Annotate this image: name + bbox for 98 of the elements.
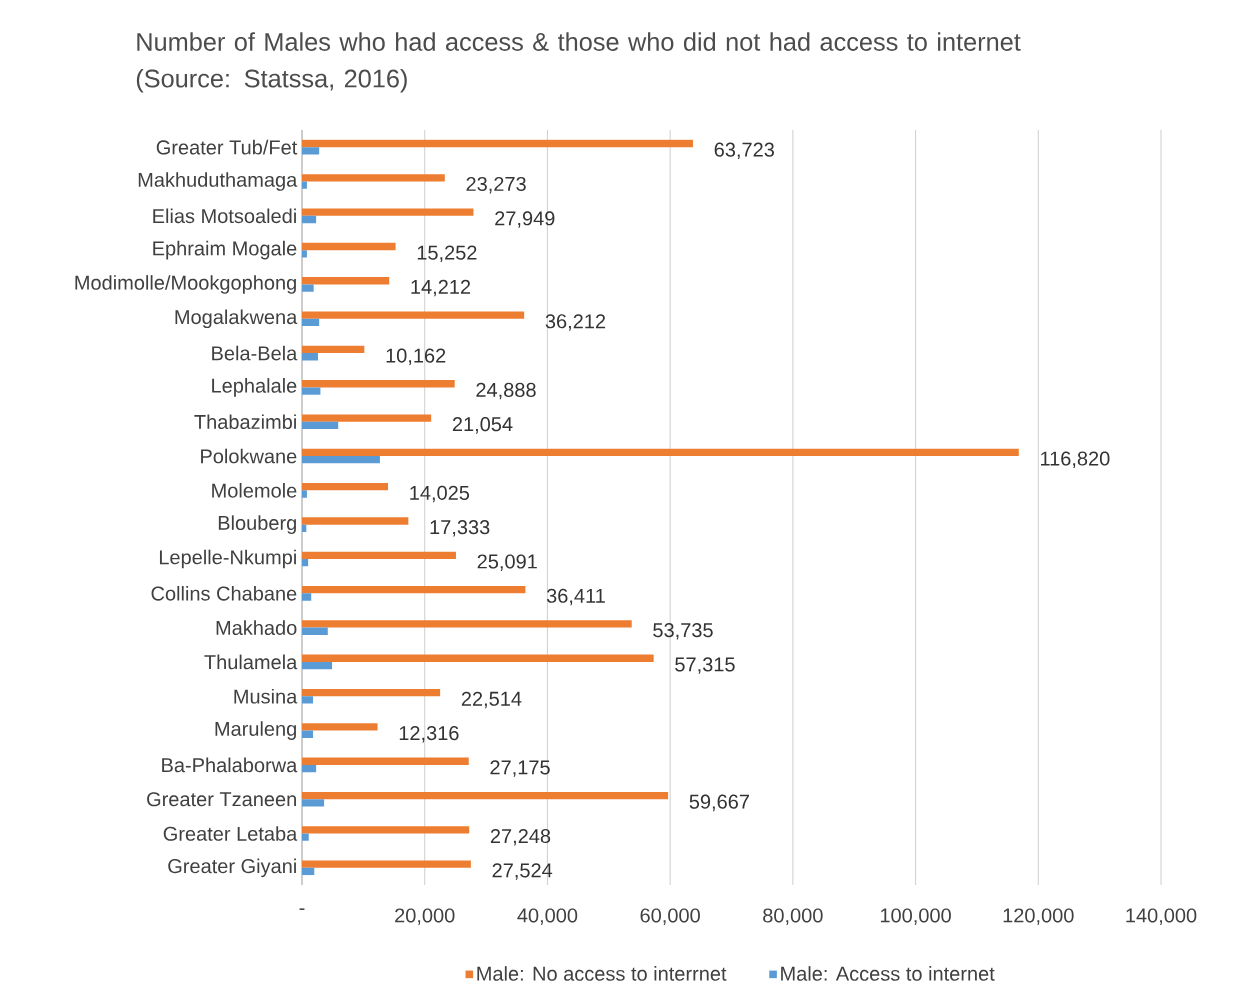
bar [302, 696, 314, 704]
data-label: 116,820 [1041, 451, 1110, 468]
legend-label: Male: No access to interrnet [477, 966, 727, 981]
y-tick-label: Makhuduthamaga [138, 172, 298, 191]
y-tick-label: Musina [234, 688, 298, 704]
chart-title: Number of Males who had access & those who did not had access to internet (Source: Statssa, 2016) [136, 32, 1021, 93]
y-tick-label: Collins Chabane [151, 585, 297, 601]
data-label: 14,212 [411, 279, 471, 297]
x-tick-label: 120,000 [1003, 908, 1074, 925]
data-label: 36,411 [546, 588, 605, 606]
bar [302, 867, 315, 876]
bar [302, 414, 432, 422]
data-label: 36,212 [545, 314, 606, 331]
bar [302, 585, 526, 594]
bar [302, 215, 317, 224]
y-tick-label: Polokwane [201, 448, 297, 464]
bar [302, 558, 309, 567]
y-tick-label: Lephalale [212, 378, 297, 397]
bar [302, 456, 380, 464]
bar [302, 147, 320, 155]
y-tick-label: Bela-Bela [212, 345, 298, 361]
y-tick-label: Greater Tzaneen [147, 792, 296, 807]
data-label: 27,949 [495, 211, 555, 228]
data-label: 23,273 [466, 176, 526, 194]
data-label: 22,514 [461, 691, 522, 709]
bar [302, 551, 456, 559]
y-tick-label: Ephraim Mogale [153, 240, 297, 260]
bar [302, 311, 525, 319]
data-label: 57,315 [675, 657, 735, 674]
bar [302, 764, 317, 773]
data-label: 21,054 [452, 417, 513, 434]
y-tick-label: Greater Letaba [163, 826, 298, 841]
bar [302, 688, 441, 697]
bar [302, 627, 328, 635]
y-tick-label: Elias Motsoaledi [153, 208, 296, 224]
bar [302, 490, 307, 498]
bar [302, 620, 632, 628]
bar [302, 277, 390, 285]
bar [302, 593, 312, 601]
data-label: 25,091 [477, 554, 537, 571]
bar [302, 723, 378, 731]
bar [302, 353, 318, 361]
y-tick-label: Ba-Phalaborwa [162, 757, 298, 773]
x-tick-label: 40,000 [517, 908, 578, 925]
x-tick-label: 60,000 [640, 908, 700, 925]
bar [302, 387, 321, 395]
bar [302, 181, 307, 189]
y-tick-label: Modimolle/Mookgophong [75, 275, 296, 294]
bar [302, 380, 455, 388]
bar [302, 284, 314, 292]
data-label: 63,723 [714, 142, 774, 160]
x-tick-label: 20,000 [395, 908, 455, 925]
data-label: 10,162 [386, 348, 446, 365]
x-tick-label: 100,000 [880, 908, 951, 925]
bar [302, 250, 307, 258]
bar [302, 318, 320, 327]
data-label: 24,888 [476, 382, 536, 400]
y-tick-label: Greater Tub/Fet [156, 139, 298, 155]
bar [302, 208, 474, 216]
y-tick-label: Thabazimbi [194, 414, 296, 430]
x-tick-label: 140,000 [1126, 908, 1197, 925]
legend-label: Male: Access to internet [781, 966, 995, 981]
y-tick-label: Mogalakwena [175, 309, 298, 329]
data-label: 53,735 [653, 623, 713, 640]
y-tick-label: Greater Giyani [168, 858, 296, 878]
bar [302, 833, 309, 841]
bar [302, 661, 333, 670]
y-tick-label: Lepelle-Nkumpi [159, 549, 296, 569]
bar [302, 139, 693, 148]
bar [302, 791, 669, 800]
data-label: 27,524 [492, 863, 553, 880]
y-tick-label: Thulamela [204, 654, 298, 670]
bar [302, 345, 365, 354]
bar [302, 483, 389, 491]
bar [302, 242, 396, 251]
bar [302, 421, 339, 430]
y-tick-label: Molemole [212, 483, 297, 498]
bar [302, 730, 314, 738]
bar [302, 174, 445, 182]
data-label: 15,252 [417, 245, 477, 263]
y-tick-label: Maruleng [215, 721, 296, 740]
data-label: 59,667 [689, 794, 749, 812]
bar [302, 826, 470, 834]
y-tick-label: Makhado [216, 620, 297, 635]
x-tick-label: 80,000 [763, 908, 823, 925]
bar [302, 517, 409, 525]
bar [302, 757, 469, 765]
data-label: 27,248 [490, 828, 551, 846]
bar [302, 654, 654, 662]
data-label: 12,316 [399, 725, 459, 743]
data-label: 17,333 [430, 520, 490, 537]
bar [302, 799, 325, 807]
data-label: 27,175 [490, 760, 550, 777]
y-tick-label: Blouberg [218, 515, 296, 534]
data-label: 14,025 [410, 485, 470, 503]
x-tick-label: - [299, 908, 305, 910]
bar [302, 448, 1019, 457]
bar [302, 860, 471, 868]
